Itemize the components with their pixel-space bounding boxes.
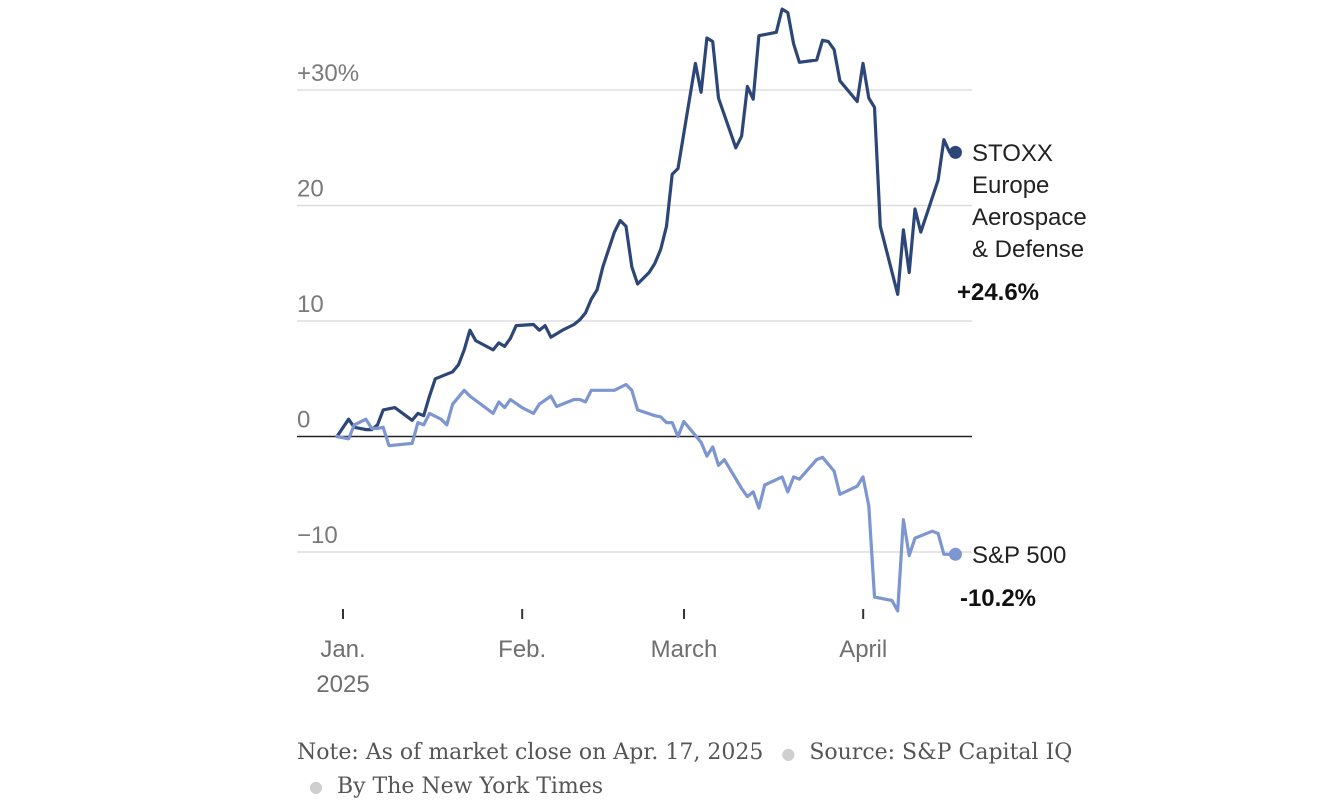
- footer-source: Source: S&P Capital IQ: [809, 740, 1073, 765]
- x-tick-label: March: [651, 636, 718, 663]
- series-name-1: S&P 500: [972, 542, 1066, 569]
- series-line-0: [335, 7, 958, 439]
- chart-footer: Note: As of market close on Apr. 17, 202…: [297, 736, 1127, 803]
- series-labels: STOXX Europe Aerospace & Defense +24.6% S&P 5…: [957, 140, 1087, 612]
- series-end-value-0: +24.6%: [957, 279, 1039, 306]
- y-tick-label: +30%: [297, 60, 359, 87]
- y-axis-tick-labels: +30% 20 10 0 −10: [297, 60, 359, 549]
- x-tick-label: April: [839, 636, 887, 663]
- series-name-0: STOXX: [972, 140, 1053, 167]
- series-end-dot-1: [948, 547, 962, 561]
- y-tick-label: 20: [297, 176, 324, 203]
- x-tick-sublabel: 2025: [316, 671, 369, 698]
- y-tick-label: −10: [297, 522, 338, 549]
- y-tick-label: 0: [297, 407, 310, 434]
- separator-dot: ●: [781, 743, 796, 763]
- x-axis: Jan. 2025 Feb. March April: [316, 609, 887, 698]
- series-end-dot-0: [948, 145, 962, 159]
- series-name-0: Aerospace: [972, 204, 1087, 231]
- chart: +30% 20 10 0 −10 Jan. 2025 Feb. March April STOX…: [297, 7, 1087, 698]
- x-tick-label: Jan.: [320, 636, 365, 663]
- series-line-1: [335, 382, 958, 613]
- y-tick-label: 10: [297, 291, 324, 318]
- footer-credit: By The New York Times: [336, 773, 604, 799]
- series-name-0: & Defense: [972, 236, 1084, 263]
- x-tick-label: Feb.: [498, 636, 546, 663]
- separator-dot: ●: [309, 777, 323, 796]
- series-lines: [335, 7, 962, 613]
- footer-note: Note: As of market close on Apr. 17, 202…: [297, 740, 764, 765]
- series-name-0: Europe: [972, 172, 1049, 199]
- gridlines: [297, 89, 972, 553]
- series-end-value-1: -10.2%: [960, 585, 1036, 612]
